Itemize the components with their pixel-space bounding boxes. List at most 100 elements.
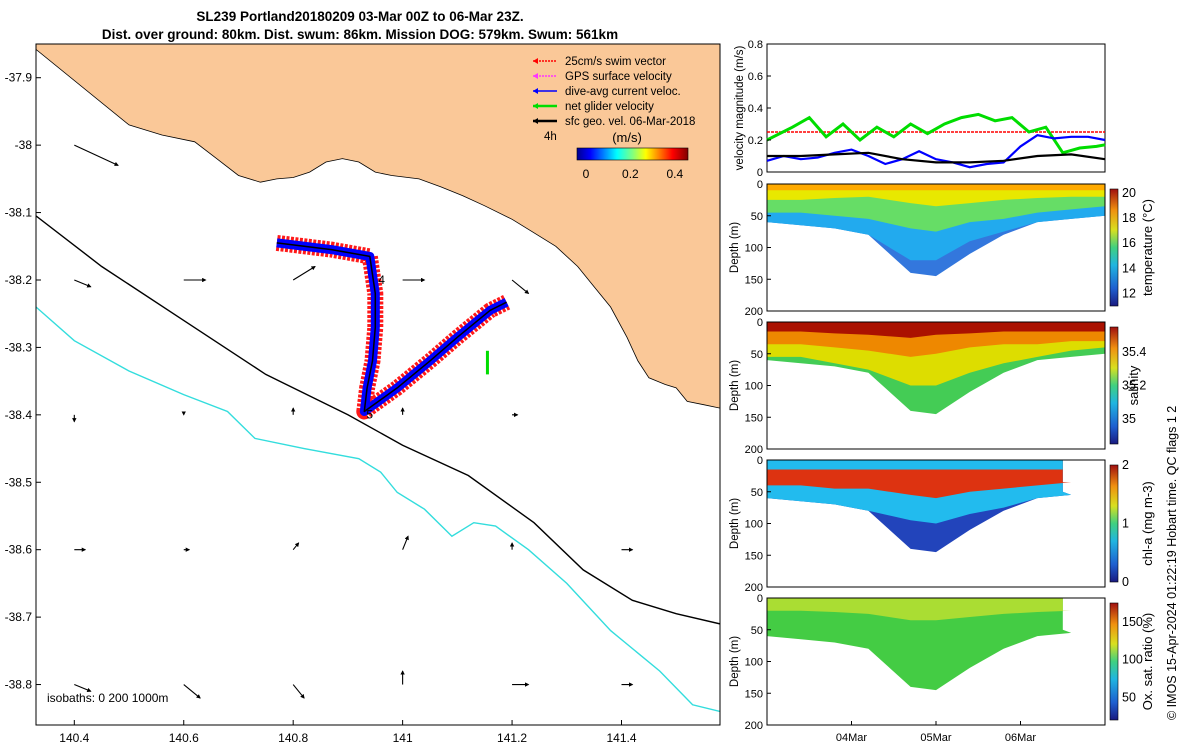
colorbar-tick-label: 0 bbox=[1122, 575, 1129, 589]
time-x-tick-label: 06Mar bbox=[1005, 732, 1037, 744]
section-colorbar bbox=[1109, 326, 1119, 445]
colorbar-axis-label: temperature (°C) bbox=[1140, 199, 1155, 296]
geo-velocity-arrow bbox=[511, 279, 530, 295]
map-y-tick-label: -38.4 bbox=[5, 408, 33, 422]
geo-velocity-arrow bbox=[183, 684, 201, 699]
legend-entry: net glider velocity bbox=[565, 101, 654, 113]
glider-track-line bbox=[276, 242, 507, 413]
colorbar-axis-label: salinity bbox=[1126, 365, 1141, 405]
velocity-frame bbox=[766, 43, 1106, 173]
velocity-series-line bbox=[766, 112, 1106, 155]
colorbar-axis-label: Ox. sat. ratio (%) bbox=[1140, 613, 1155, 711]
colorbar-tick-label: 14 bbox=[1122, 261, 1136, 275]
colorbar-tick-label: 18 bbox=[1122, 211, 1136, 225]
geo-velocity-arrow bbox=[74, 684, 92, 692]
velocity-y-axis-label: velocity magnitude (m/s) bbox=[734, 46, 746, 171]
colorbar-tick-label: 20 bbox=[1122, 186, 1136, 200]
map-y-tick-label: -38.1 bbox=[5, 206, 33, 220]
section-y-tick-label: 50 bbox=[751, 625, 763, 637]
map-plot-area: 45 bbox=[36, 44, 720, 713]
velocity-series-line bbox=[767, 151, 1106, 164]
isobath-200m-line bbox=[36, 215, 720, 625]
geo-velocity-arrow bbox=[292, 542, 300, 551]
geo-velocity-arrow bbox=[292, 684, 305, 699]
colorbar-tick-label: 0 bbox=[583, 167, 590, 181]
geo-velocity-arrow bbox=[74, 144, 119, 166]
colorbar-tick-label: 1 bbox=[1122, 517, 1129, 531]
isobath-label: isobaths: 0 200 1000m bbox=[47, 691, 168, 705]
geo-velocity-arrow bbox=[292, 266, 316, 281]
map-x-tick-label: 141.2 bbox=[497, 731, 527, 745]
colorbar-tick-label: 2 bbox=[1122, 458, 1129, 472]
map-y-tick-label: -38.6 bbox=[5, 543, 33, 557]
velocity-y-tick-label: 0.6 bbox=[748, 71, 763, 83]
geo-velocity-arrow bbox=[402, 535, 409, 550]
section-y-tick-label: 150 bbox=[745, 412, 763, 424]
colorbar-tick-label: 35.2 bbox=[1122, 379, 1146, 393]
colorbar-label: (m/s) bbox=[612, 130, 642, 145]
colorbar-tick-label: 150 bbox=[1122, 615, 1143, 629]
section-y-tick-label: 0 bbox=[757, 593, 763, 605]
section-y-tick-label: 0 bbox=[757, 179, 763, 191]
section-y-tick-label: 150 bbox=[745, 688, 763, 700]
section-layer bbox=[767, 598, 1072, 691]
section-layer bbox=[767, 460, 1072, 499]
map-y-tick-label: -38.7 bbox=[5, 610, 33, 624]
section-y-tick-label: 50 bbox=[751, 349, 763, 361]
section-layer bbox=[767, 598, 1072, 621]
legend-swatch-head bbox=[533, 103, 538, 109]
section-layer bbox=[767, 322, 1105, 338]
chart-title-line1: SL239 Portland20180209 03-Mar 00Z to 06-… bbox=[196, 9, 524, 24]
colorbar-tick-label: 0.2 bbox=[622, 167, 639, 181]
map-y-tick-label: -38.8 bbox=[5, 678, 33, 692]
section-y-tick-label: 150 bbox=[745, 550, 763, 562]
track-label-4: 4 bbox=[378, 273, 385, 287]
velocity-y-tick-label: 0.2 bbox=[748, 135, 763, 147]
map-x-tick-label: 140.8 bbox=[278, 731, 308, 745]
section-y-tick-label: 200 bbox=[745, 582, 763, 594]
colorbar-tick-label: 35.4 bbox=[1122, 345, 1146, 359]
section-y-axis-label: Depth (m) bbox=[729, 498, 741, 549]
section-y-tick-label: 200 bbox=[745, 444, 763, 456]
colorbar-axis-label: chl-a (mg m-3) bbox=[1140, 481, 1155, 566]
map-x-tick-label: 141 bbox=[393, 731, 413, 745]
legend-swatch-head bbox=[533, 118, 538, 124]
velocity-y-tick-label: 0.8 bbox=[748, 39, 763, 51]
section-y-tick-label: 100 bbox=[745, 381, 763, 393]
map-x-tick-label: 140.4 bbox=[59, 731, 89, 745]
colorbar-tick-label: 35 bbox=[1122, 412, 1136, 426]
legend-entry: sfc geo. vel. 06-Mar-2018 bbox=[565, 116, 695, 128]
legend-entry: dive-avg current veloc. bbox=[565, 86, 681, 98]
section-y-tick-label: 100 bbox=[745, 519, 763, 531]
land-coastline bbox=[36, 44, 720, 409]
colorbar-tick-label: 50 bbox=[1122, 690, 1136, 704]
colorbar-tick-label: 100 bbox=[1122, 653, 1143, 667]
dive-current-band bbox=[276, 238, 509, 416]
map-y-tick-label: -38.2 bbox=[5, 273, 33, 287]
map-colorbar bbox=[576, 147, 689, 161]
colorbar-tick-label: 12 bbox=[1122, 286, 1136, 300]
section-y-axis-label: Depth (m) bbox=[729, 222, 741, 273]
legend-entry: GPS surface velocity bbox=[565, 71, 672, 83]
section-layer bbox=[767, 184, 1105, 191]
legend-swatch-head bbox=[533, 88, 538, 94]
track-label-5: 5 bbox=[366, 407, 373, 421]
colorbar-prefix-label: 4h bbox=[544, 131, 557, 143]
section-y-axis-label: Depth (m) bbox=[729, 360, 741, 411]
section-y-tick-label: 200 bbox=[745, 306, 763, 318]
section-y-axis-label: Depth (m) bbox=[729, 636, 741, 687]
colorbar-tick-label: 0.4 bbox=[666, 167, 683, 181]
time-x-tick-label: 04Mar bbox=[836, 732, 868, 744]
section-colorbar bbox=[1109, 602, 1119, 721]
section-y-tick-label: 0 bbox=[757, 317, 763, 329]
chart-title-line2: Dist. over ground: 80km. Dist. swum: 86k… bbox=[101, 27, 619, 42]
section-y-tick-label: 50 bbox=[751, 487, 763, 499]
colorbar-tick-label: 16 bbox=[1122, 236, 1136, 250]
legend-swatch-head bbox=[533, 73, 538, 79]
map-frame bbox=[35, 43, 721, 726]
map-y-tick-label: -37.9 bbox=[5, 71, 33, 85]
legend-swatch-head bbox=[533, 58, 538, 64]
section-colorbar bbox=[1109, 188, 1119, 307]
velocity-y-tick-label: 0 bbox=[757, 167, 763, 179]
time-x-tick-label: 05Mar bbox=[920, 732, 952, 744]
